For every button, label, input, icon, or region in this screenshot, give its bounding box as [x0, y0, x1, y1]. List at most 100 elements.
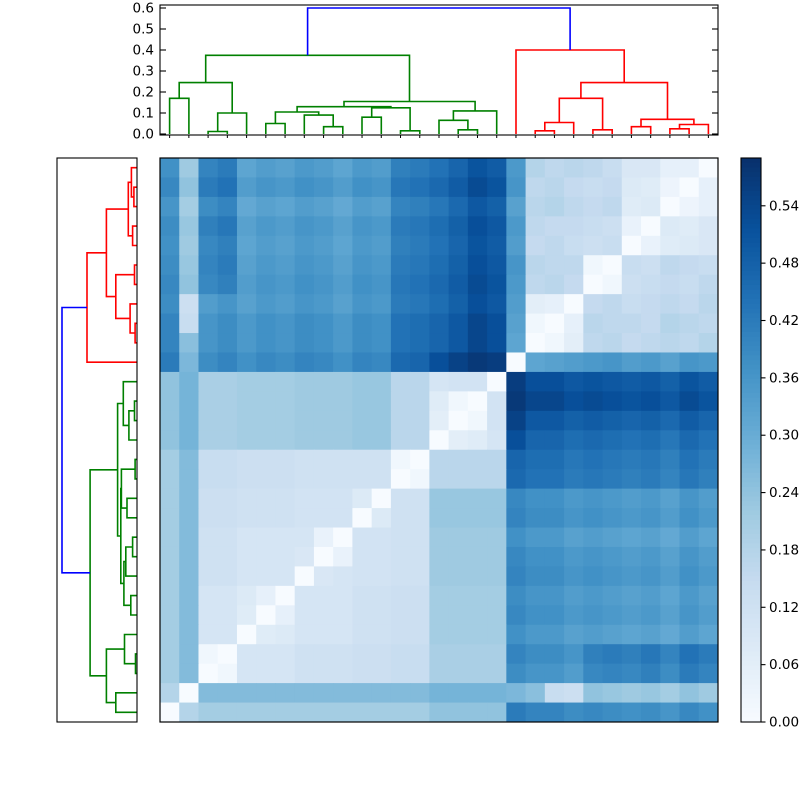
colorbar-gradient-step: [741, 524, 761, 530]
heatmap-cell: [410, 235, 430, 256]
heatmap-cell: [583, 644, 604, 665]
y-tick-label: 0.2: [133, 85, 154, 101]
heatmap-cell: [583, 624, 604, 645]
dendrogram-link: [105, 208, 129, 298]
heatmap-cell: [333, 294, 353, 315]
heatmap-cell: [217, 488, 238, 509]
heatmap-cell: [275, 605, 296, 626]
heatmap-cell: [429, 430, 450, 451]
heatmap-cell: [429, 371, 450, 392]
heatmap-cell: [217, 177, 238, 198]
heatmap-cell: [371, 488, 392, 509]
heatmap-cell: [333, 488, 353, 509]
colorbar-gradient-step: [741, 449, 761, 455]
heatmap-cell: [660, 683, 681, 704]
heatmap-cell: [333, 333, 353, 353]
heatmap-cell: [698, 702, 719, 723]
heatmap-cell: [313, 352, 334, 373]
colorbar-gradient-step: [741, 369, 761, 375]
heatmap-cell: [294, 430, 315, 451]
heatmap-cell: [256, 488, 276, 509]
heatmap-cell: [621, 644, 642, 665]
heatmap-cell: [621, 430, 642, 451]
heatmap-cell: [313, 391, 334, 412]
heatmap-cell: [679, 663, 700, 684]
heatmap-cell: [487, 585, 507, 606]
heatmap-cell: [564, 624, 584, 645]
heatmap-cell: [179, 177, 199, 198]
heatmap-cell: [333, 177, 353, 198]
heatmap-cell: [371, 294, 392, 315]
colorbar-gradient-step: [741, 275, 761, 281]
colorbar-gradient-step: [741, 515, 761, 521]
heatmap-cell: [467, 294, 488, 315]
heatmap-cell: [256, 410, 276, 431]
colorbar-tick-label: 0.42: [769, 313, 799, 329]
heatmap-cell: [217, 391, 238, 412]
heatmap-cell: [467, 216, 488, 237]
colorbar-tick-label: 0.12: [769, 600, 799, 616]
heatmap-cell: [621, 216, 642, 237]
colorbar-gradient-step: [741, 665, 761, 671]
heatmap-cell: [390, 255, 411, 276]
heatmap-cell: [352, 702, 373, 723]
heatmap-cell: [256, 449, 276, 470]
heatmap-cell: [698, 196, 719, 217]
heatmap-cell: [564, 391, 584, 412]
heatmap-cell: [179, 352, 199, 373]
heatmap-cell: [333, 216, 353, 237]
heatmap-cell: [313, 177, 334, 198]
colorbar-gradient-step: [741, 270, 761, 277]
dendrogram-link: [361, 116, 383, 134]
heatmap-cell: [256, 605, 276, 626]
heatmap-cell: [621, 410, 642, 431]
heatmap-cell: [448, 216, 469, 237]
left-dendrogram: [56, 157, 138, 723]
heatmap-cell: [275, 177, 296, 198]
colorbar-tick-label: 0.54: [769, 198, 799, 214]
heatmap-cell: [544, 274, 565, 295]
colorbar-gradient-step: [741, 308, 761, 314]
colorbar-gradient-step: [741, 562, 761, 568]
heatmap-cell: [641, 469, 661, 490]
heatmap-cell: [410, 177, 430, 198]
heatmap-cell: [236, 508, 257, 529]
heatmap-cell: [621, 255, 642, 276]
heatmap-cell: [487, 352, 507, 373]
heatmap-cell: [679, 333, 700, 353]
heatmap-cell: [506, 488, 527, 509]
heatmap-cell: [236, 546, 257, 567]
heatmap-cell: [698, 585, 719, 606]
heatmap-cell: [467, 702, 488, 723]
colorbar-border: [740, 157, 762, 723]
heatmap-cell: [506, 624, 527, 645]
heatmap-cell: [544, 255, 565, 276]
heatmap-cell: [583, 449, 604, 470]
heatmap-cell: [467, 546, 488, 567]
heatmap-cell: [390, 488, 411, 509]
heatmap-cell: [660, 313, 681, 334]
heatmap-cell: [660, 177, 681, 198]
heatmap-cell: [371, 683, 392, 704]
heatmap-cell: [390, 644, 411, 665]
heatmap-cell: [352, 274, 373, 295]
heatmap-cell: [583, 235, 604, 256]
heatmap-cell: [352, 158, 373, 178]
heatmap-cell: [621, 235, 642, 256]
heatmap-cell: [390, 274, 411, 295]
heatmap-cell: [544, 216, 565, 237]
heatmap-cell: [333, 585, 353, 606]
heatmap-cell: [641, 449, 661, 470]
heatmap-cell: [236, 255, 257, 276]
heatmap-cell: [256, 566, 276, 587]
heatmap-cell: [352, 430, 373, 451]
heatmap-cell: [198, 274, 219, 295]
heatmap-cell: [390, 527, 411, 548]
heatmap-cell: [583, 702, 604, 723]
heatmap-cell: [525, 546, 546, 567]
dendrogram-link: [515, 49, 625, 134]
heatmap-cell: [217, 255, 238, 276]
heatmap-cell: [236, 294, 257, 315]
heatmap-cell: [256, 546, 276, 567]
